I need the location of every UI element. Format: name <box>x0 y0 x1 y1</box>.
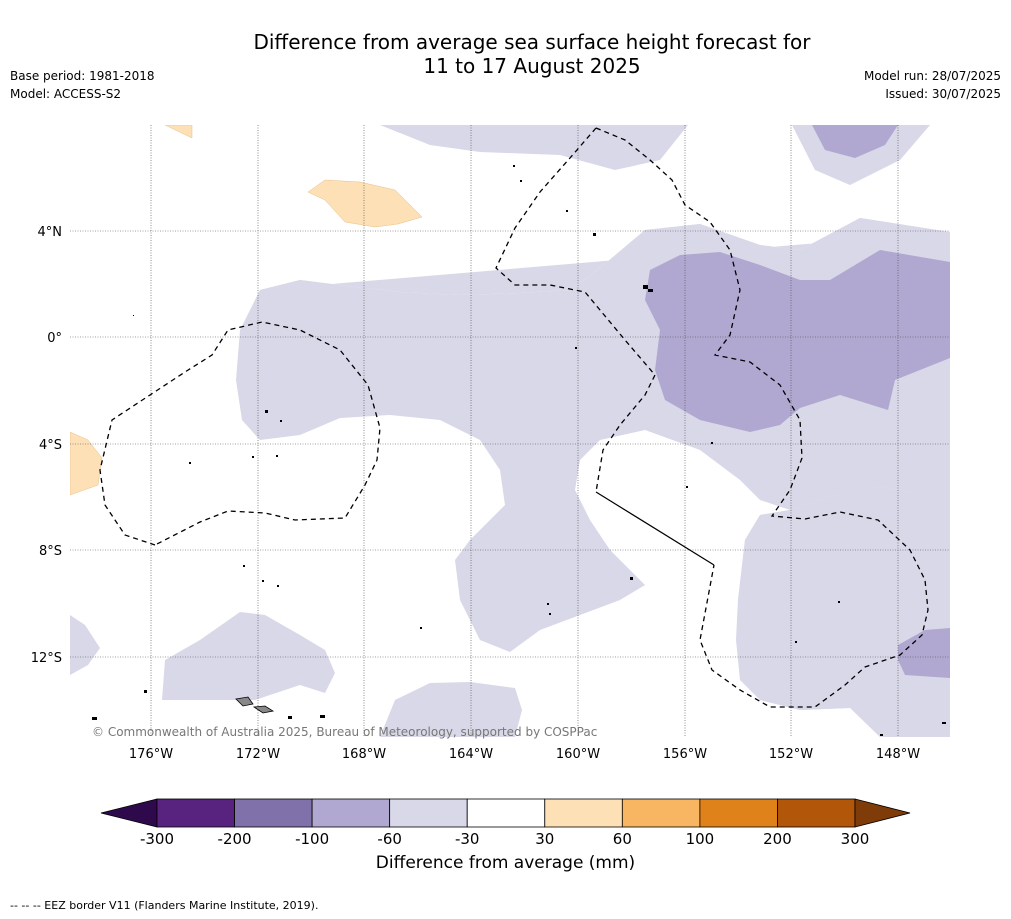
colorbar-swatch <box>234 798 313 828</box>
colorbar-swatch <box>466 798 546 828</box>
lon-label: 168°W <box>342 747 386 762</box>
colorbar-extend-high <box>854 798 911 828</box>
meta-left: Base period: 1981-2018 Model: ACCESS-S2 <box>10 67 155 103</box>
colorbar-swatch <box>699 798 778 828</box>
colorbar <box>100 798 911 828</box>
map-title: Difference from average sea surface heig… <box>0 30 1011 78</box>
lat-label: 4°N <box>38 225 63 240</box>
fill-light-orange <box>70 125 423 496</box>
colorbar-swatch <box>389 798 468 828</box>
lat-label: 12°S <box>31 651 62 666</box>
colorbar-tick-label: 300 <box>841 830 870 848</box>
title-line-2: 11 to 17 August 2025 <box>423 54 641 78</box>
fill-light-purple <box>70 125 950 737</box>
footer-note: -- -- -- EEZ border V11 (Flanders Marine… <box>10 899 319 912</box>
colorbar-swatch <box>544 798 623 828</box>
colorbar-tick-label: -200 <box>218 830 252 848</box>
colorbar-extend-low <box>100 798 158 828</box>
lat-label: 4°S <box>39 438 62 453</box>
colorbar-tick-label: -60 <box>377 830 402 848</box>
lon-label: 160°W <box>556 747 600 762</box>
eez-borders <box>99 127 929 708</box>
lon-label: 172°W <box>236 747 280 762</box>
lat-label: 8°S <box>39 544 62 559</box>
colorbar-tick-label: 60 <box>613 830 632 848</box>
colorbar-swatch <box>777 798 856 828</box>
lon-label: 164°W <box>449 747 493 762</box>
meta-right: Model run: 28/07/2025 Issued: 30/07/2025 <box>864 67 1001 103</box>
colorbar-tick-label: -300 <box>140 830 174 848</box>
colorbar-tick-label: 100 <box>686 830 715 848</box>
model-name: Model: ACCESS-S2 <box>10 87 122 101</box>
colorbar-swatch <box>621 798 701 828</box>
lon-label: 156°W <box>663 747 707 762</box>
fill-mid-purple <box>645 125 950 678</box>
colorbar-tick-label: -30 <box>455 830 480 848</box>
lon-label: 176°W <box>129 747 173 762</box>
model-run: Model run: 28/07/2025 <box>863 69 1001 83</box>
lat-labels: 4°N 0° 4°S 8°S 12°S <box>31 225 62 666</box>
colorbar-caption: Difference from average (mm) <box>375 853 636 873</box>
colorbar-tick-label: -100 <box>295 830 329 848</box>
samoa-islands <box>235 696 275 714</box>
anomaly-fills <box>70 125 950 737</box>
colorbar-swatch <box>156 798 235 828</box>
graticule <box>70 125 950 737</box>
colorbar-ticks: -300 -200 -100 -60 -30 30 60 100 200 300 <box>140 830 869 848</box>
colorbar-tick-label: 200 <box>763 830 792 848</box>
lon-labels: 176°W 172°W 168°W 164°W 160°W 156°W 152°… <box>129 747 920 762</box>
base-period: Base period: 1981-2018 <box>10 69 155 83</box>
islands <box>92 165 946 736</box>
colorbar-tick-label: 30 <box>535 830 554 848</box>
copyright-notice: © Commonwealth of Australia 2025, Bureau… <box>92 725 597 739</box>
title-line-1: Difference from average sea surface heig… <box>253 30 811 54</box>
lon-label: 152°W <box>769 747 813 762</box>
issued-date: Issued: 30/07/2025 <box>885 87 1001 101</box>
lon-label: 148°W <box>876 747 920 762</box>
colorbar-swatch <box>311 798 391 828</box>
lat-label: 0° <box>47 331 62 346</box>
eez-solid-segment <box>595 491 715 566</box>
